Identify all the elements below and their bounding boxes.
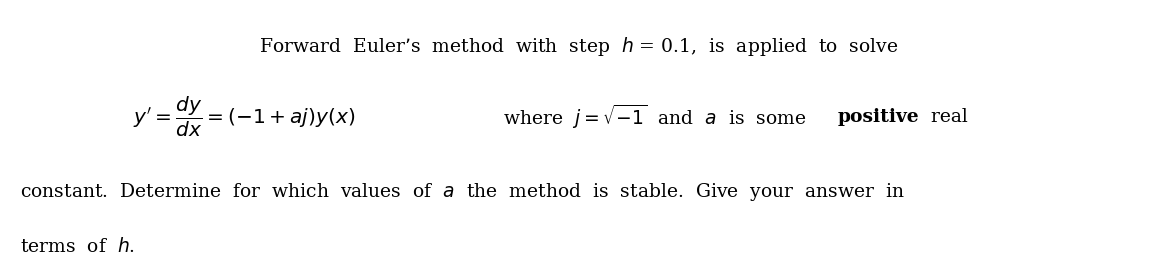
Text: real: real	[919, 108, 967, 126]
Text: $y' = \dfrac{dy}{dx} = (-1 + aj)y(x)$: $y' = \dfrac{dy}{dx} = (-1 + aj)y(x)$	[133, 95, 355, 139]
Text: constant.  Determine  for  which  values  of  $a$  the  method  is  stable.  Giv: constant. Determine for which values of …	[20, 181, 905, 203]
Text: positive: positive	[838, 108, 920, 126]
Text: where  $j = \sqrt{-1}$  and  $a$  is  some: where $j = \sqrt{-1}$ and $a$ is some	[503, 103, 813, 131]
Text: Forward  Euler’s  method  with  step  $h$ = 0.1,  is  applied  to  solve: Forward Euler’s method with step $h$ = 0…	[259, 35, 898, 58]
Text: terms  of  $h$.: terms of $h$.	[20, 237, 134, 256]
